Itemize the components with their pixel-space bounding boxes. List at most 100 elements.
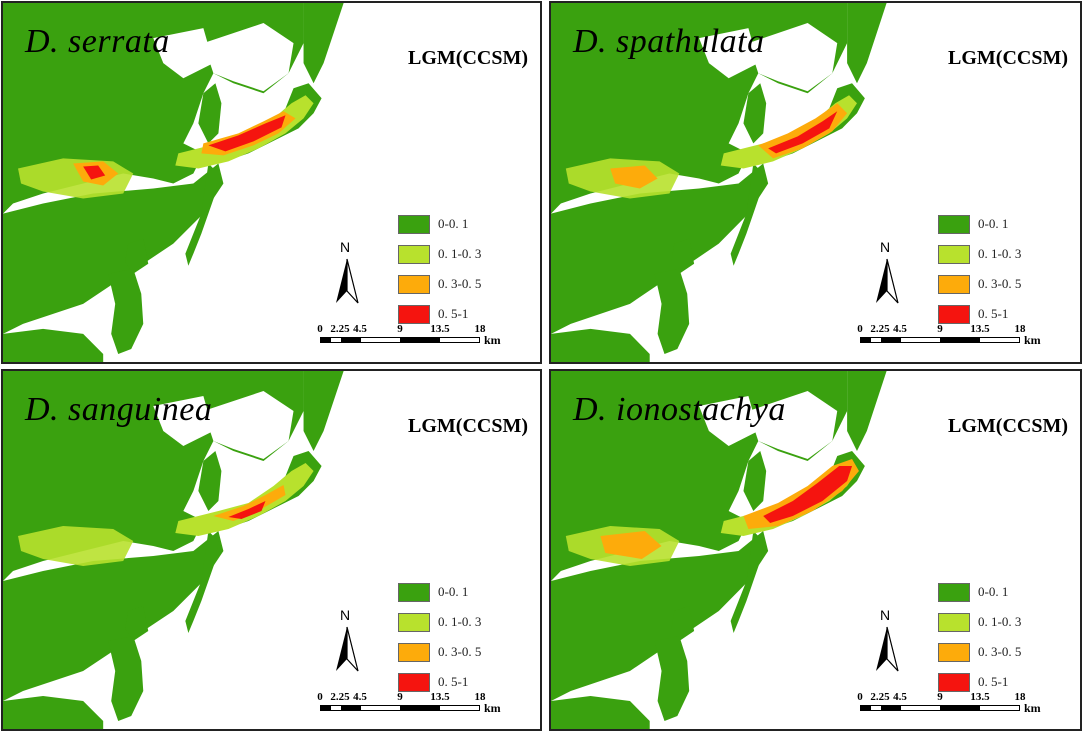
scale-tick: 9 xyxy=(397,691,403,703)
model-label: LGM(CCSM) xyxy=(948,415,1068,437)
legend-item: 0. 1-0. 3 xyxy=(938,607,1058,637)
species-title: D. spathulata xyxy=(573,23,765,60)
species-title: D. sanguinea xyxy=(25,391,213,428)
scale-tick-labels: 0 2.25 4.5 9 13.5 18 xyxy=(317,323,485,337)
scale-unit: km xyxy=(484,701,501,715)
legend-swatch xyxy=(398,214,430,234)
scale-tick: 2.25 xyxy=(330,691,350,703)
scale-tick: 13.5 xyxy=(970,691,990,703)
scale-bar: 0 2.25 4.5 9 13.5 18 km xyxy=(317,691,520,721)
map-graphic xyxy=(551,371,1080,729)
legend-swatch xyxy=(398,244,430,264)
scale-tick: 18 xyxy=(1014,323,1026,335)
map-panel-3: D. sanguinea LGM(CCSM) 0-0. 1 0. 1-0. 3 0.… xyxy=(1,369,542,731)
scale-tick-labels: 0 2.25 4.5 9 13.5 18 xyxy=(857,691,1025,705)
scale-tick: 4.5 xyxy=(893,323,907,335)
legend-swatch xyxy=(398,304,430,324)
north-arrow-shape xyxy=(876,258,899,304)
legend-swatch xyxy=(938,642,970,662)
legend-swatch xyxy=(398,642,430,662)
scale-tick: 18 xyxy=(474,323,486,335)
legend-label: 0-0. 1 xyxy=(978,584,1009,599)
legend-swatch xyxy=(938,672,970,692)
legend-item: 0. 5-1 xyxy=(938,667,1058,697)
north-arrow-shape xyxy=(336,258,359,304)
legend-item: 0. 1-0. 3 xyxy=(938,239,1058,269)
legend-swatch xyxy=(938,612,970,632)
north-arrow-shape xyxy=(336,626,359,672)
scale-tick: 2.25 xyxy=(870,323,890,335)
north-label: N xyxy=(340,607,351,623)
map-panel-4: D. ionostachya LGM(CCSM) 0-0. 1 0. 1-0. 3… xyxy=(549,369,1082,731)
legend: 0-0. 1 0. 1-0. 3 0. 3-0. 5 0. 5-1 xyxy=(938,577,1058,697)
legend-label: 0. 5-1 xyxy=(978,674,1009,689)
scale-tick-labels: 0 2.25 4.5 9 13.5 18 xyxy=(857,323,1025,337)
north-arrow-icon: N xyxy=(872,607,902,673)
legend-item: 0. 3-0. 5 xyxy=(398,269,518,299)
north-arrow-icon: N xyxy=(332,607,362,673)
legend-label: 0. 1-0. 3 xyxy=(438,614,482,629)
species-title: D. serrata xyxy=(25,23,170,60)
model-label: LGM(CCSM) xyxy=(948,47,1068,69)
legend-item: 0-0. 1 xyxy=(938,577,1058,607)
species-title: D. ionostachya xyxy=(573,391,786,428)
north-arrow-shape xyxy=(876,626,899,672)
scale-unit: km xyxy=(484,333,501,347)
scale-tick: 2.25 xyxy=(870,691,890,703)
scale-tick: 0 xyxy=(857,691,863,703)
legend-label: 0. 1-0. 3 xyxy=(438,246,482,261)
legend-item: 0-0. 1 xyxy=(938,209,1058,239)
legend-item: 0-0. 1 xyxy=(398,209,518,239)
scale-tick: 2.25 xyxy=(330,323,350,335)
legend-label: 0. 1-0. 3 xyxy=(978,246,1022,261)
scale-bar: 0 2.25 4.5 9 13.5 18 km xyxy=(857,323,1060,353)
map-graphic xyxy=(551,3,1080,362)
map-graphic xyxy=(3,3,540,362)
legend-swatch xyxy=(938,214,970,234)
scale-tick: 9 xyxy=(397,323,403,335)
legend-label: 0. 5-1 xyxy=(438,306,469,321)
legend: 0-0. 1 0. 1-0. 3 0. 3-0. 5 0. 5-1 xyxy=(398,209,518,329)
legend-swatch xyxy=(938,304,970,324)
scale-bar-graphic xyxy=(860,705,1020,711)
legend-swatch xyxy=(938,582,970,602)
legend-item: 0. 5-1 xyxy=(938,299,1058,329)
scale-tick: 0 xyxy=(317,323,323,335)
legend-item: 0. 1-0. 3 xyxy=(398,239,518,269)
legend-swatch xyxy=(398,274,430,294)
model-label: LGM(CCSM) xyxy=(408,415,528,437)
scale-tick: 4.5 xyxy=(353,691,367,703)
scale-bar-graphic xyxy=(320,337,480,343)
legend-label: 0. 1-0. 3 xyxy=(978,614,1022,629)
scale-bar: 0 2.25 4.5 9 13.5 18 km xyxy=(317,323,520,353)
legend-item: 0. 5-1 xyxy=(398,667,518,697)
legend-label: 0-0. 1 xyxy=(438,584,469,599)
legend-label: 0. 3-0. 5 xyxy=(438,644,482,659)
map-panel-1: D. serrata LGM(CCSM) 0-0. 1 0. 1-0. 3 0. 3… xyxy=(1,1,542,364)
scale-bar-graphic xyxy=(320,705,480,711)
legend-label: 0. 3-0. 5 xyxy=(978,276,1022,291)
legend-swatch xyxy=(398,672,430,692)
north-label: N xyxy=(880,239,891,255)
legend-label: 0-0. 1 xyxy=(978,216,1009,231)
legend: 0-0. 1 0. 1-0. 3 0. 3-0. 5 0. 5-1 xyxy=(398,577,518,697)
scale-tick-labels: 0 2.25 4.5 9 13.5 18 xyxy=(317,691,485,705)
scale-tick: 4.5 xyxy=(353,323,367,335)
legend-item: 0. 1-0. 3 xyxy=(398,607,518,637)
scale-tick: 13.5 xyxy=(430,323,450,335)
scale-tick: 9 xyxy=(937,691,943,703)
north-arrow-icon: N xyxy=(332,239,362,305)
north-label: N xyxy=(880,607,891,623)
scale-tick: 0 xyxy=(857,323,863,335)
legend-item: 0. 3-0. 5 xyxy=(398,637,518,667)
north-arrow-icon: N xyxy=(872,239,902,305)
scale-tick: 18 xyxy=(474,691,486,703)
legend-label: 0. 5-1 xyxy=(978,306,1009,321)
legend-label: 0. 5-1 xyxy=(438,674,469,689)
legend-item: 0. 3-0. 5 xyxy=(938,269,1058,299)
legend-swatch xyxy=(938,274,970,294)
legend: 0-0. 1 0. 1-0. 3 0. 3-0. 5 0. 5-1 xyxy=(938,209,1058,329)
legend-swatch xyxy=(938,244,970,264)
legend-item: 0. 5-1 xyxy=(398,299,518,329)
legend-item: 0-0. 1 xyxy=(398,577,518,607)
